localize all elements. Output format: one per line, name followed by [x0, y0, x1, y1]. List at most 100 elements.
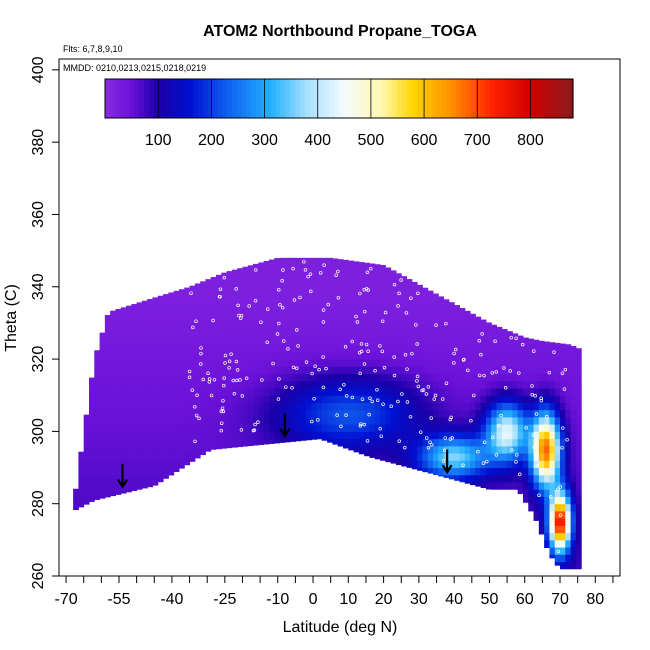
- field-cell: [385, 380, 392, 389]
- field-cell: [216, 274, 222, 281]
- field-cell: [443, 315, 450, 324]
- sample-marker: [515, 453, 519, 457]
- colorbar-cell: [173, 79, 179, 118]
- field-cell: [163, 474, 169, 479]
- field-cell: [364, 344, 370, 353]
- field-cell: [560, 366, 566, 375]
- field-cell: [369, 263, 376, 266]
- field-cell: [263, 409, 270, 418]
- field-cell: [565, 489, 572, 497]
- field-cell: [475, 395, 482, 403]
- field-cell: [110, 424, 116, 432]
- field-cell: [152, 467, 159, 476]
- field-cell: [210, 359, 217, 367]
- field-cell: [491, 373, 498, 382]
- field-cell: [538, 380, 545, 389]
- colorbar-cell: [441, 79, 447, 118]
- field-cell: [258, 322, 265, 331]
- field-cell: [268, 330, 275, 338]
- field-cell: [99, 438, 106, 447]
- field-cell: [507, 359, 513, 367]
- field-cell: [279, 272, 286, 281]
- field-cell: [147, 424, 153, 432]
- field-cell: [406, 438, 413, 447]
- field-cell: [311, 308, 318, 317]
- field-cell: [475, 460, 482, 469]
- field-cell: [83, 496, 90, 505]
- field-cell: [78, 453, 85, 461]
- field-cell: [343, 265, 349, 273]
- field-cell: [120, 359, 127, 367]
- field-cell: [385, 315, 392, 324]
- field-cell: [417, 453, 423, 461]
- field-cell: [385, 330, 392, 338]
- field-cell: [380, 264, 386, 266]
- field-cell: [549, 416, 556, 425]
- field-cell: [237, 416, 243, 425]
- field-cell: [438, 431, 445, 440]
- field-cell: [120, 351, 127, 360]
- field-cell: [141, 359, 148, 367]
- field-cell: [237, 366, 243, 375]
- field-cell: [517, 431, 524, 440]
- field-cell: [575, 532, 582, 541]
- field-cell: [454, 416, 460, 425]
- field-cell: [94, 453, 101, 461]
- field-cell: [126, 380, 132, 389]
- field-cell: [253, 315, 259, 324]
- field-cell: [136, 467, 143, 476]
- field-cell: [343, 388, 349, 396]
- field-cell: [168, 301, 175, 309]
- sample-marker: [303, 268, 308, 272]
- field-cell: [554, 359, 561, 367]
- field-cell: [258, 395, 265, 403]
- field-cell: [247, 395, 254, 403]
- field-cell: [353, 445, 360, 453]
- field-cell: [464, 438, 471, 447]
- field-cell: [422, 453, 429, 461]
- field-cell: [496, 373, 503, 382]
- sample-marker: [493, 339, 497, 344]
- field-cell: [565, 351, 572, 360]
- sample-marker: [217, 294, 222, 299]
- field-cell: [438, 474, 445, 477]
- field-cell: [200, 431, 206, 440]
- field-cell: [454, 467, 460, 476]
- field-cell: [178, 359, 185, 367]
- field-cell: [274, 438, 281, 444]
- field-cell: [459, 322, 466, 331]
- field-cell: [528, 460, 535, 469]
- field-cell: [274, 265, 281, 273]
- field-cell: [163, 294, 169, 302]
- sample-marker: [321, 308, 326, 312]
- field-cell: [120, 474, 127, 483]
- field-cell: [226, 315, 233, 324]
- field-cell: [390, 395, 397, 403]
- field-cell: [274, 416, 281, 425]
- field-cell: [517, 395, 524, 403]
- field-cell: [205, 438, 212, 447]
- sample-marker: [359, 342, 364, 346]
- sample-marker: [296, 344, 300, 348]
- field-cell: [136, 445, 143, 454]
- field-cell: [99, 431, 106, 440]
- field-cell: [554, 366, 561, 375]
- sample-marker: [480, 332, 484, 336]
- field-cell: [417, 337, 423, 346]
- field-cell: [480, 467, 487, 476]
- field-cell: [115, 366, 122, 375]
- field-cell: [385, 272, 392, 281]
- field-cell: [78, 467, 85, 476]
- sample-marker: [286, 346, 290, 351]
- field-cell: [422, 416, 429, 425]
- field-cell: [311, 409, 318, 418]
- field-cell: [163, 344, 169, 353]
- field-cell: [395, 402, 402, 411]
- field-cell: [147, 453, 153, 461]
- sample-marker: [321, 385, 326, 390]
- field-cell: [522, 395, 529, 403]
- field-cell: [459, 402, 466, 411]
- field-cell: [369, 337, 376, 346]
- field-cell: [522, 416, 529, 425]
- field-cell: [99, 467, 106, 476]
